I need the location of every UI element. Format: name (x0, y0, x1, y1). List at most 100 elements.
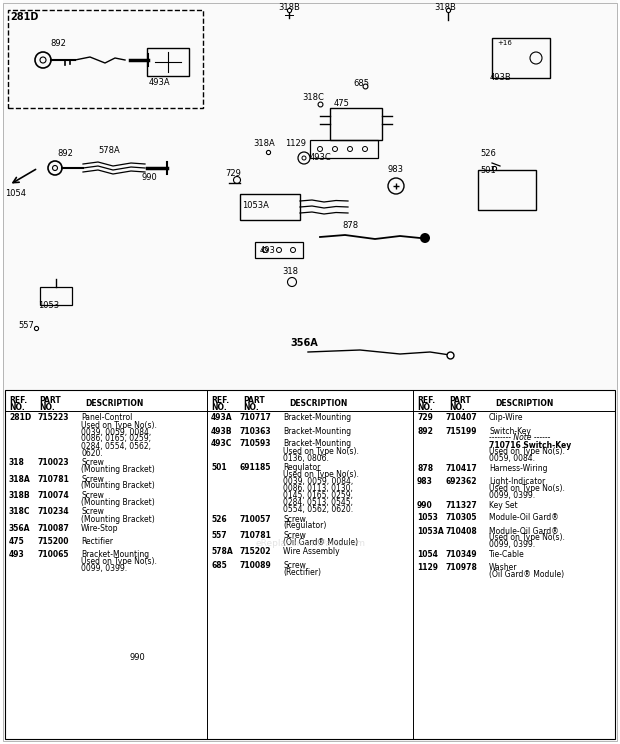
Text: 710717: 710717 (239, 414, 271, 423)
Text: Clip-Wire: Clip-Wire (489, 414, 523, 423)
Text: 710781: 710781 (37, 475, 69, 484)
Text: 281D: 281D (9, 414, 31, 423)
Text: 356A: 356A (290, 338, 317, 348)
Text: 318: 318 (282, 267, 298, 276)
Text: 0554, 0562, 0620.: 0554, 0562, 0620. (283, 505, 353, 514)
Text: 990: 990 (417, 501, 433, 510)
Text: 501: 501 (211, 463, 227, 472)
Text: eReplacementParts.com: eReplacementParts.com (255, 539, 365, 548)
Text: 710407: 710407 (445, 414, 477, 423)
Text: 356A: 356A (9, 524, 30, 533)
Text: Switch-Key: Switch-Key (489, 426, 531, 435)
Text: 1053A: 1053A (242, 201, 269, 210)
Text: 318C: 318C (9, 507, 30, 516)
Text: 710781: 710781 (239, 531, 271, 540)
Text: Regulator: Regulator (283, 463, 321, 472)
Text: NO.: NO. (39, 403, 55, 412)
Text: 892: 892 (417, 426, 433, 435)
Text: 493: 493 (9, 550, 25, 559)
Circle shape (420, 233, 430, 243)
Text: Light-Indicator: Light-Indicator (489, 477, 545, 486)
Bar (330, 108, 382, 140)
Text: 710023: 710023 (37, 458, 69, 467)
Text: 0086, 0113, 0130,: 0086, 0113, 0130, (283, 484, 353, 493)
Text: 878: 878 (417, 464, 433, 473)
Text: Used on Type No(s).: Used on Type No(s). (81, 420, 157, 429)
Text: 0086, 0165, 0259,: 0086, 0165, 0259, (81, 434, 151, 443)
Text: 691185: 691185 (239, 463, 270, 472)
Text: 318C: 318C (302, 93, 324, 102)
Text: (Mounting Bracket): (Mounting Bracket) (81, 465, 155, 474)
Text: 710305: 710305 (445, 513, 477, 522)
Text: 493B: 493B (211, 426, 232, 435)
Text: 318: 318 (9, 458, 25, 467)
Text: (Mounting Bracket): (Mounting Bracket) (81, 515, 155, 524)
Text: Wire-Stop: Wire-Stop (81, 524, 118, 533)
Text: Screw: Screw (81, 507, 104, 516)
Text: (Regulator): (Regulator) (283, 522, 326, 530)
Text: 0099, 0399.: 0099, 0399. (489, 540, 535, 550)
Text: 710716 Switch-Key: 710716 Switch-Key (489, 440, 571, 449)
Text: 1054: 1054 (5, 189, 26, 198)
Text: 557: 557 (18, 321, 34, 330)
Text: 715200: 715200 (37, 537, 68, 546)
Text: PART: PART (243, 396, 265, 405)
Text: 710349: 710349 (445, 550, 477, 559)
Text: DESCRIPTION: DESCRIPTION (495, 400, 554, 408)
Text: 0099, 0399.: 0099, 0399. (81, 564, 127, 573)
Text: 493C: 493C (211, 440, 232, 449)
Text: (Mounting Bracket): (Mounting Bracket) (81, 498, 155, 507)
Bar (492, 38, 550, 78)
Text: 493A: 493A (149, 78, 170, 87)
Text: (Oil Gard® Module): (Oil Gard® Module) (489, 570, 564, 579)
Bar (8, 10, 203, 108)
Text: +16: +16 (497, 40, 512, 46)
Text: 0620.: 0620. (81, 449, 103, 458)
Text: 983: 983 (387, 165, 403, 174)
Text: 1053: 1053 (417, 513, 438, 522)
Text: NO.: NO. (417, 403, 433, 412)
Bar (310, 140, 378, 158)
Text: 692362: 692362 (445, 477, 477, 486)
Text: 710087: 710087 (37, 524, 69, 533)
Text: 715202: 715202 (239, 548, 270, 557)
Text: 0136, 0806.: 0136, 0806. (283, 454, 329, 463)
Text: 983: 983 (417, 477, 433, 486)
Text: 578A: 578A (211, 548, 232, 557)
Text: 685: 685 (211, 560, 227, 569)
Text: 318B: 318B (9, 491, 30, 500)
Text: Screw: Screw (81, 475, 104, 484)
Text: 710593: 710593 (239, 440, 270, 449)
Text: 710089: 710089 (239, 560, 271, 569)
Text: 710074: 710074 (37, 491, 69, 500)
Text: 729: 729 (417, 414, 433, 423)
Text: 475: 475 (334, 99, 350, 108)
Text: Used on Type No(s).: Used on Type No(s). (489, 484, 565, 493)
Text: 710363: 710363 (239, 426, 270, 435)
Text: 318A: 318A (9, 475, 31, 484)
Text: Bracket-Mounting: Bracket-Mounting (283, 414, 351, 423)
Text: Screw: Screw (283, 560, 306, 569)
Text: 578A: 578A (98, 146, 120, 155)
Text: Used on Type No(s).: Used on Type No(s). (489, 533, 565, 542)
Text: Module-Oil Gard®: Module-Oil Gard® (489, 527, 559, 536)
Text: Used on Type No(s).: Used on Type No(s). (283, 446, 359, 455)
Text: 557: 557 (211, 531, 227, 540)
Text: 1054: 1054 (417, 550, 438, 559)
Text: Washer: Washer (489, 563, 518, 572)
Text: 493C: 493C (310, 153, 332, 162)
Bar (240, 194, 300, 220)
Text: 526: 526 (211, 515, 227, 524)
Text: 729: 729 (225, 169, 241, 178)
Text: 318A: 318A (253, 139, 275, 148)
Text: DESCRIPTION: DESCRIPTION (289, 400, 347, 408)
Text: Screw: Screw (283, 515, 306, 524)
Bar (5, 390, 615, 739)
Text: 281D: 281D (10, 12, 38, 22)
Text: 685: 685 (353, 79, 369, 88)
Text: Bracket-Mounting: Bracket-Mounting (283, 440, 351, 449)
Text: NO.: NO. (449, 403, 465, 412)
Text: 0145, 0165, 0259,: 0145, 0165, 0259, (283, 491, 353, 500)
Text: Bracket-Mounting: Bracket-Mounting (283, 426, 351, 435)
Bar (147, 48, 189, 76)
